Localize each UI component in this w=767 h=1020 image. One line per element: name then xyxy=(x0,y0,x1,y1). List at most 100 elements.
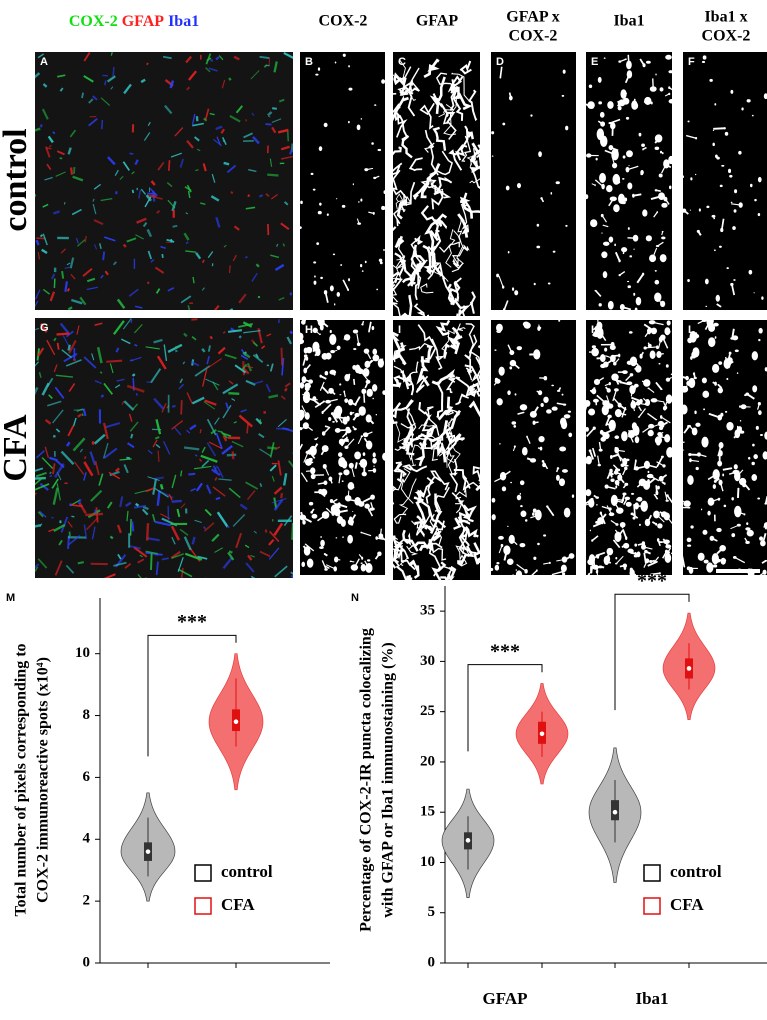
process xyxy=(590,564,594,573)
speck xyxy=(666,320,671,326)
stain xyxy=(203,117,208,122)
speck xyxy=(659,87,664,92)
stain xyxy=(127,442,135,449)
speck xyxy=(712,363,720,373)
stain xyxy=(283,52,293,59)
stain xyxy=(98,473,104,486)
stain xyxy=(47,135,54,144)
stain xyxy=(167,160,171,171)
speck xyxy=(348,462,354,469)
y-axis-label: Total number of pixels corresponding to xyxy=(13,643,30,916)
process xyxy=(332,349,338,353)
process xyxy=(712,381,716,385)
process xyxy=(625,374,632,382)
speck xyxy=(378,258,383,262)
filament xyxy=(424,142,435,153)
stain xyxy=(60,248,66,254)
process xyxy=(617,452,622,461)
process xyxy=(719,482,724,492)
speck xyxy=(519,542,526,548)
process xyxy=(536,390,541,394)
process xyxy=(512,446,516,452)
stain xyxy=(123,400,135,411)
process xyxy=(631,513,639,519)
process xyxy=(366,167,374,171)
stain xyxy=(268,115,271,118)
process xyxy=(664,402,668,409)
stain xyxy=(265,383,271,393)
filament xyxy=(393,545,404,560)
filament xyxy=(432,230,442,265)
speck xyxy=(599,111,605,118)
filament xyxy=(415,375,429,393)
stain xyxy=(51,478,59,489)
stain xyxy=(195,169,199,172)
stain xyxy=(50,273,56,280)
process xyxy=(642,397,649,403)
filament xyxy=(396,532,412,560)
process xyxy=(620,381,629,385)
stain xyxy=(35,327,40,331)
speck xyxy=(757,497,761,500)
stain xyxy=(114,169,119,177)
speck xyxy=(371,325,375,331)
micrograph-texture xyxy=(393,58,480,316)
process xyxy=(716,547,724,555)
stain xyxy=(83,524,88,540)
speck xyxy=(702,55,707,60)
stain xyxy=(161,557,169,561)
process xyxy=(586,498,593,505)
speck xyxy=(511,421,517,425)
stain xyxy=(119,458,132,461)
speck xyxy=(596,128,605,141)
stain xyxy=(44,176,53,181)
stain xyxy=(51,516,54,519)
speck xyxy=(372,452,376,458)
process xyxy=(640,351,644,357)
process xyxy=(630,551,639,556)
stain xyxy=(245,562,255,573)
stain xyxy=(108,471,121,480)
stain xyxy=(77,498,82,505)
filament xyxy=(443,96,458,136)
speck xyxy=(683,441,685,443)
stain xyxy=(259,194,264,198)
stain xyxy=(259,448,271,457)
stain xyxy=(204,108,210,121)
stain xyxy=(167,287,175,292)
stain xyxy=(107,156,116,166)
stain xyxy=(217,346,226,355)
speck xyxy=(760,540,766,547)
filament xyxy=(459,60,472,75)
process xyxy=(646,464,658,469)
speck xyxy=(314,275,316,278)
speck xyxy=(748,269,753,275)
process xyxy=(325,425,329,428)
process xyxy=(656,456,664,468)
filament xyxy=(461,135,472,162)
filament xyxy=(393,271,400,303)
stain xyxy=(163,344,168,362)
speck xyxy=(568,432,573,438)
stain xyxy=(215,216,221,228)
stain xyxy=(69,167,74,175)
stain xyxy=(238,293,247,304)
stain xyxy=(171,404,176,408)
stain xyxy=(280,492,284,499)
filament xyxy=(433,176,453,196)
stain xyxy=(204,399,217,406)
speck xyxy=(705,305,708,308)
process xyxy=(658,352,664,356)
speck xyxy=(712,564,718,568)
significance-label: *** xyxy=(177,611,207,633)
speck xyxy=(588,84,593,89)
filament xyxy=(469,142,480,170)
speck xyxy=(614,435,620,440)
filament xyxy=(420,163,441,199)
stain xyxy=(211,533,220,542)
filament xyxy=(455,376,476,396)
stain xyxy=(137,558,145,564)
speck xyxy=(498,366,505,376)
speck xyxy=(690,177,693,181)
